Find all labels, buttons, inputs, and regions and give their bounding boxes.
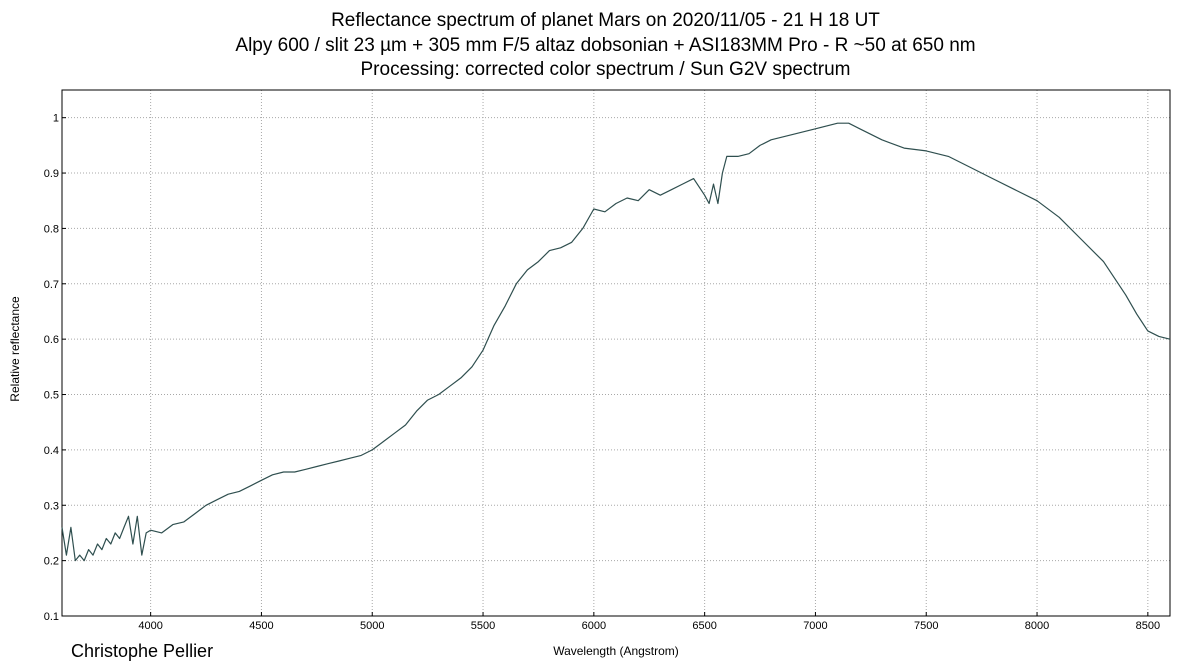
y-tick-label: 0.5: [44, 390, 59, 402]
x-tick-label: 7500: [914, 620, 938, 632]
grid: [62, 90, 1170, 617]
x-tick-label: 8000: [1025, 620, 1049, 632]
plot-frame: [61, 89, 1171, 617]
chart-title-line-1: Reflectance spectrum of planet Mars on 2…: [331, 10, 880, 31]
ticks: 4000 4500 5000 5500 6000 6500 7000 7500 8000 8500…: [44, 113, 1160, 632]
y-tick-label: 0.2: [44, 556, 59, 568]
series-group: [61, 122, 1171, 562]
y-tick-label: 0.9: [44, 168, 59, 180]
y-tick-label: 0.1: [44, 611, 59, 623]
y-tick-label: 0.3: [44, 500, 59, 512]
y-tick-label: 0.4: [44, 445, 59, 457]
x-tick-label: 8500: [1136, 620, 1160, 632]
x-tick-label: 5500: [471, 620, 495, 632]
y-tick-label: 0.7: [44, 279, 59, 291]
x-tick-label: 6000: [582, 620, 606, 632]
x-tick-label: 4000: [138, 620, 162, 632]
chart-title-line-2: Alpy 600 / slit 23 µm + 305 mm F/5 altaz…: [235, 35, 976, 56]
author-credit: Christophe Pellier: [71, 641, 214, 661]
y-axis-label: Relative reflectance: [8, 296, 22, 402]
x-tick-label: 6500: [692, 620, 716, 632]
chart-title-line-3: Processing: corrected color spectrum / S…: [360, 59, 851, 80]
y-tick-label: 0.8: [44, 223, 59, 235]
x-axis-label: Wavelength (Angstrom): [553, 644, 679, 658]
reflectance-series-line: [61, 122, 1171, 562]
x-tick-label: 4500: [249, 620, 273, 632]
plot-area: [62, 90, 1170, 616]
x-tick-label: 7000: [803, 620, 827, 632]
y-tick-label: 0.6: [44, 334, 59, 346]
x-tick-label: 5000: [360, 620, 384, 632]
y-tick-label: 1: [53, 113, 59, 125]
